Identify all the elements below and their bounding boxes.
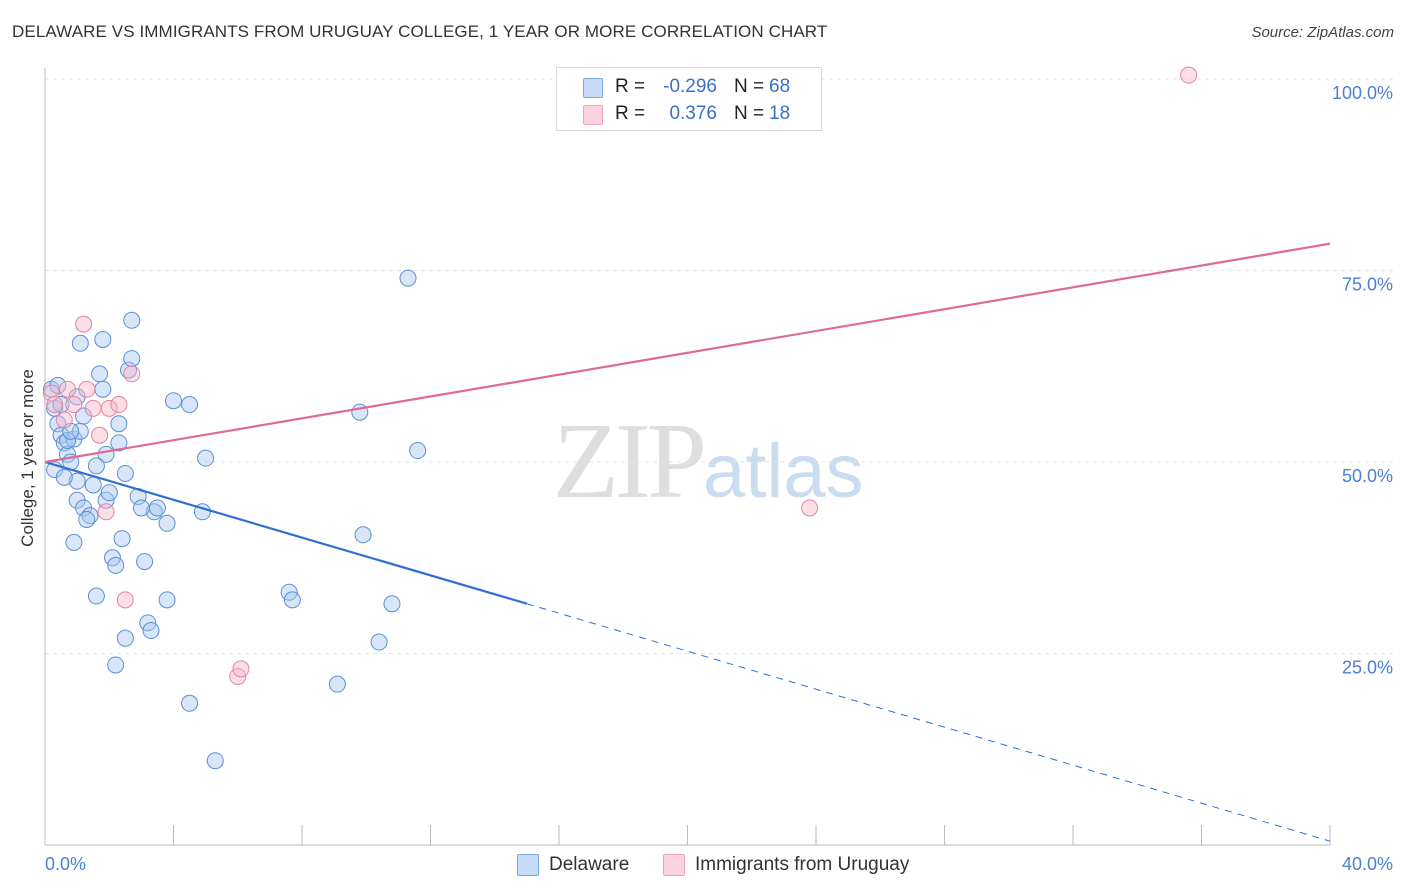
delaware-point xyxy=(55,468,73,486)
y-tick-label: 100.0% xyxy=(1332,83,1393,103)
legend-label: Immigrants from Uruguay xyxy=(695,854,910,875)
uruguay-point xyxy=(801,499,819,517)
legend-row-uruguay: R = 0.376 N = 18 xyxy=(557,100,821,128)
delaware-point xyxy=(87,457,105,475)
delaware-point xyxy=(107,656,125,674)
delaware-point xyxy=(383,595,401,613)
delaware-point xyxy=(165,392,182,410)
r-value: -0.296 xyxy=(663,76,717,97)
delaware-point xyxy=(84,476,102,494)
uruguay-point xyxy=(1180,66,1198,84)
delaware-point xyxy=(58,432,76,450)
delaware-point xyxy=(123,311,141,329)
delaware-point xyxy=(123,350,141,368)
delaware-swatch xyxy=(517,854,539,876)
series-legend: Delaware Immigrants from Uruguay xyxy=(0,852,1406,878)
delaware-point xyxy=(136,553,154,571)
delaware-point xyxy=(78,510,96,528)
delaware-point xyxy=(142,622,160,640)
uruguay-trend-line xyxy=(44,242,1331,464)
r-label: R = xyxy=(615,76,646,97)
delaware-point xyxy=(158,591,176,609)
delaware-point xyxy=(197,449,215,467)
delaware-point xyxy=(399,269,417,287)
watermark: ZIPatlas xyxy=(553,400,864,524)
delaware-point xyxy=(94,330,112,348)
delaware-point xyxy=(107,556,125,574)
delaware-point xyxy=(409,442,427,460)
n-label: N = xyxy=(734,103,765,124)
delaware-point xyxy=(100,484,118,502)
uruguay-point xyxy=(58,380,76,398)
chart-title: DELAWARE VS IMMIGRANTS FROM URUGUAY COLL… xyxy=(12,22,828,41)
delaware-point xyxy=(116,629,134,647)
uruguay-point xyxy=(91,426,109,444)
uruguay-point xyxy=(78,380,96,398)
n-value: 68 xyxy=(769,76,791,97)
uruguay-point xyxy=(232,660,250,678)
uruguay-point xyxy=(123,365,141,383)
r-label: R = xyxy=(615,103,646,124)
delaware-trend-line xyxy=(44,460,528,605)
uruguay-point xyxy=(84,399,102,417)
x-tick-label: 40.0% xyxy=(1342,854,1393,874)
legend-label: Delaware xyxy=(549,854,630,875)
delaware-point xyxy=(328,675,346,693)
uruguay-point xyxy=(110,396,128,414)
delaware-point xyxy=(116,464,134,482)
delaware-point xyxy=(71,334,89,352)
delaware-point xyxy=(181,694,199,712)
delaware-point xyxy=(110,434,128,452)
delaware-point xyxy=(113,530,131,548)
y-tick-label: 25.0% xyxy=(1342,658,1393,678)
n-value: 18 xyxy=(769,103,791,124)
delaware-point xyxy=(91,365,109,383)
source-label: Source: ZipAtlas.com xyxy=(1251,24,1394,41)
delaware-point xyxy=(132,499,150,517)
delaware-trend-extension xyxy=(526,603,1331,842)
uruguay-point xyxy=(100,399,118,417)
delaware-point xyxy=(354,526,372,544)
uruguay-swatch xyxy=(663,854,685,876)
delaware-point xyxy=(65,533,83,551)
watermark-atlas: atlas xyxy=(703,429,864,514)
delaware-point xyxy=(181,396,199,414)
x-tick-label: 0.0% xyxy=(45,854,86,874)
legend-row-delaware: R = -0.296 N = 68 xyxy=(557,73,821,101)
delaware-point xyxy=(206,752,224,770)
delaware-point xyxy=(87,587,105,605)
y-tick-label: 50.0% xyxy=(1342,466,1393,486)
y-tick-label: 75.0% xyxy=(1342,275,1393,295)
delaware-point xyxy=(94,380,112,398)
delaware-swatch xyxy=(583,78,603,98)
n-label: N = xyxy=(734,76,765,97)
delaware-point xyxy=(110,415,128,433)
delaware-point xyxy=(158,514,176,532)
uruguay-point xyxy=(116,591,134,609)
uruguay-point xyxy=(97,503,115,521)
r-value: 0.376 xyxy=(669,103,717,124)
correlation-legend: R = -0.296 N = 68 R = 0.376 N = 18 xyxy=(556,67,822,131)
uruguay-point xyxy=(75,315,93,333)
uruguay-swatch xyxy=(583,105,603,125)
uruguay-point xyxy=(65,396,83,414)
uruguay-point xyxy=(55,411,73,429)
delaware-point xyxy=(283,591,301,609)
delaware-point xyxy=(148,499,166,517)
delaware-point xyxy=(370,633,388,651)
uruguay-point xyxy=(46,396,64,414)
delaware-point xyxy=(68,472,86,490)
